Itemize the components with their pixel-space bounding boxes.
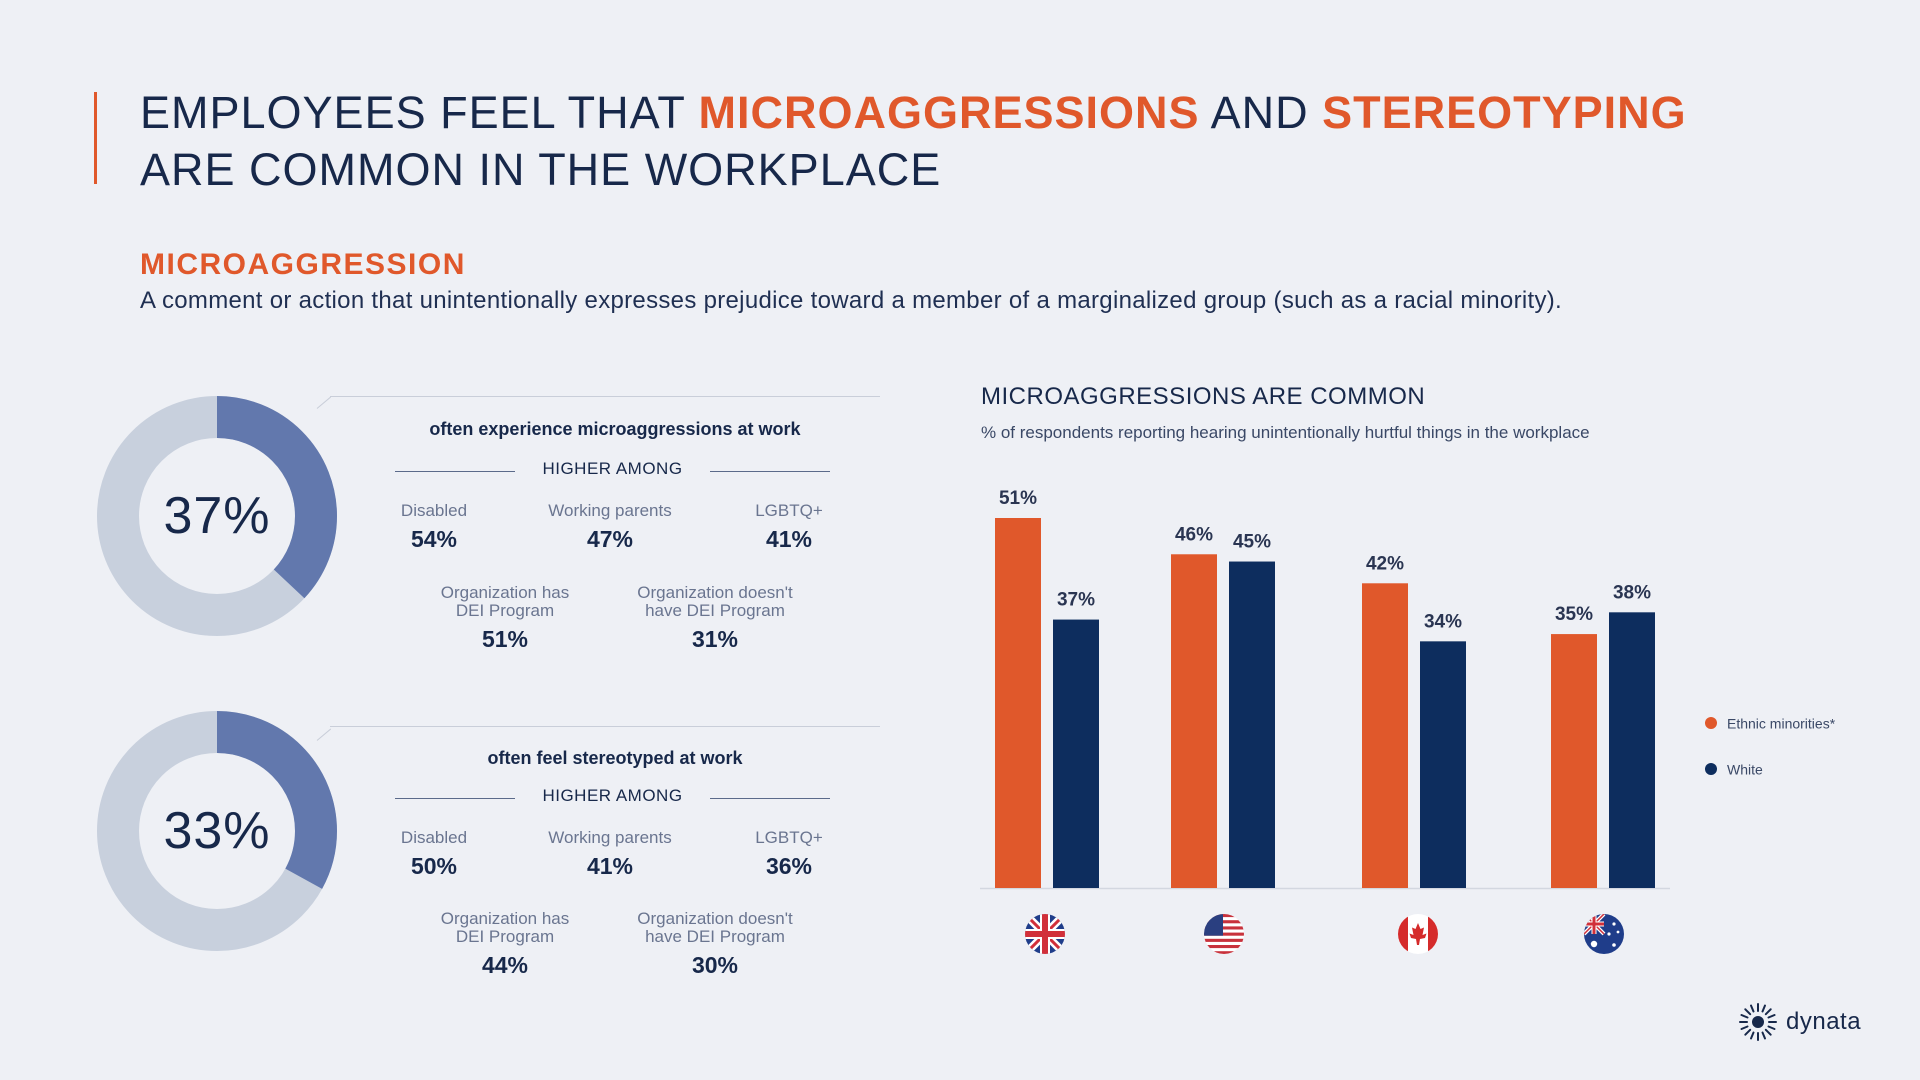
data-label: 35% <box>1555 604 1593 625</box>
definition-text: A comment or action that unintentionally… <box>140 287 1563 314</box>
donut-percent-label: 33% <box>163 802 271 860</box>
legend-swatch <box>1705 763 1717 776</box>
dynata-logo-icon <box>1739 1003 1777 1041</box>
definition-term: MICROAGGRESSION <box>140 248 466 281</box>
connector-line <box>330 726 880 727</box>
stat-lgbtq: LGBTQ+ 41% <box>755 501 823 553</box>
australia-flag-icon <box>1584 914 1624 954</box>
data-label: 37% <box>1057 590 1095 611</box>
donut-chart-stereotyped: 33% <box>96 710 338 952</box>
data-label: 42% <box>1366 553 1404 574</box>
stat-org-no-dei: Organization doesn't have DEI Program 30% <box>637 909 793 979</box>
title-accent-bar <box>94 92 97 184</box>
legend-item-white: White <box>1705 760 1763 777</box>
higher-among-divider: HIGHER AMONG <box>395 459 830 483</box>
donut-segment <box>97 396 337 636</box>
stat-working-parents: Working parents 41% <box>548 828 672 880</box>
canada-flag-icon <box>1398 914 1438 954</box>
bar-ethnic-minorities-3 <box>1551 634 1597 888</box>
stat-title: often feel stereotyped at work <box>487 748 743 768</box>
chart-subtitle: % of respondents reporting hearing unint… <box>981 423 1590 442</box>
bar-ethnic-minorities-0 <box>995 518 1041 888</box>
uk-flag-icon <box>1025 914 1065 954</box>
stat-org-has-dei: Organization has DEI Program 51% <box>440 583 570 653</box>
bar-white-1 <box>1229 561 1275 888</box>
stat-disabled: Disabled 54% <box>400 501 468 553</box>
stat-lgbtq: LGBTQ+ 36% <box>755 828 823 880</box>
stat-org-has-dei: Organization has DEI Program 44% <box>440 909 570 979</box>
stat-working-parents: Working parents 47% <box>548 501 672 553</box>
chart-title: MICROAGGRESSIONS ARE COMMON <box>981 383 1426 410</box>
donut-percent-label: 37% <box>163 487 271 545</box>
stat-disabled: Disabled 50% <box>400 828 468 880</box>
legend-swatch <box>1705 717 1717 730</box>
us-flag-icon <box>1204 914 1244 954</box>
data-label: 46% <box>1175 524 1213 545</box>
data-label: 38% <box>1613 582 1651 603</box>
donut-chart-microaggressions: 37% <box>96 395 338 637</box>
bar-chart: 51% 37% 46% 45% 42% 34% 35% 38% <box>980 488 1670 890</box>
bar-ethnic-minorities-1 <box>1171 554 1217 888</box>
data-label: 34% <box>1424 611 1462 632</box>
brand-name: dynata <box>1786 1008 1862 1035</box>
dynata-logo: dynata <box>1738 1002 1861 1042</box>
bar-white-2 <box>1420 641 1466 888</box>
stat-title: often experience microaggressions at wor… <box>429 419 801 439</box>
bar-ethnic-minorities-2 <box>1362 583 1408 888</box>
higher-among-divider: HIGHER AMONG <box>395 786 830 810</box>
bar-white-0 <box>1053 619 1099 888</box>
data-label: 45% <box>1233 532 1271 553</box>
legend-item-ethnic-minorities: Ethnic minorities* <box>1705 714 1835 731</box>
stat-org-no-dei: Organization doesn't have DEI Program 31% <box>637 583 793 653</box>
connector-line <box>330 396 880 397</box>
donut-segment <box>97 711 337 951</box>
data-label: 51% <box>999 488 1037 509</box>
bar-white-3 <box>1609 612 1655 888</box>
page-title: EMPLOYEES FEEL THAT MICROAGGRESSIONS AND… <box>140 87 1687 195</box>
